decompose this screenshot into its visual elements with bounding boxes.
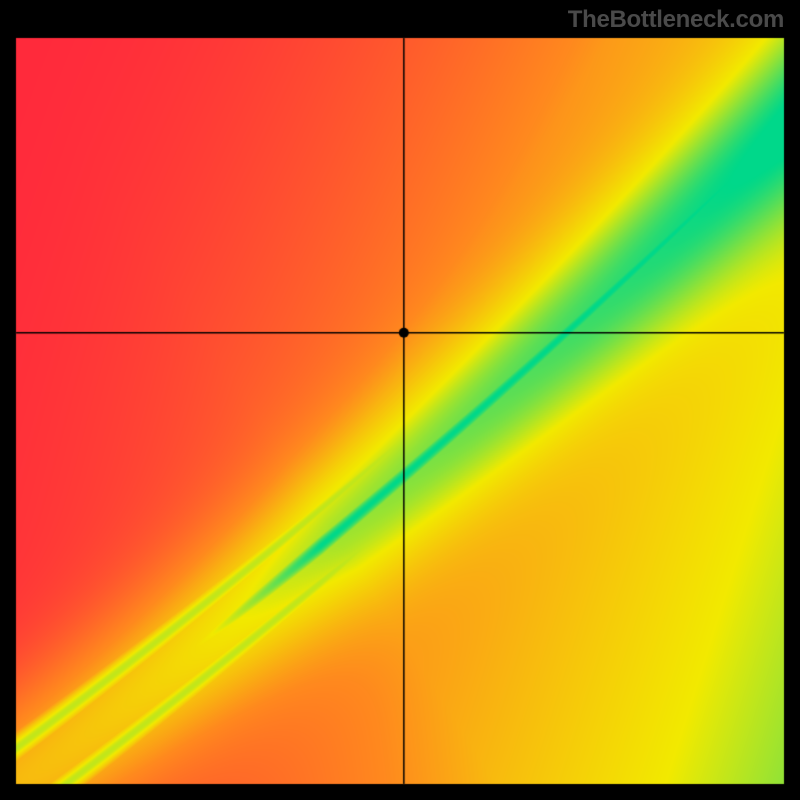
watermark-text: TheBottleneck.com: [568, 6, 784, 34]
chart-container: TheBottleneck.com: [0, 0, 800, 800]
crosshair-overlay: [0, 0, 800, 800]
